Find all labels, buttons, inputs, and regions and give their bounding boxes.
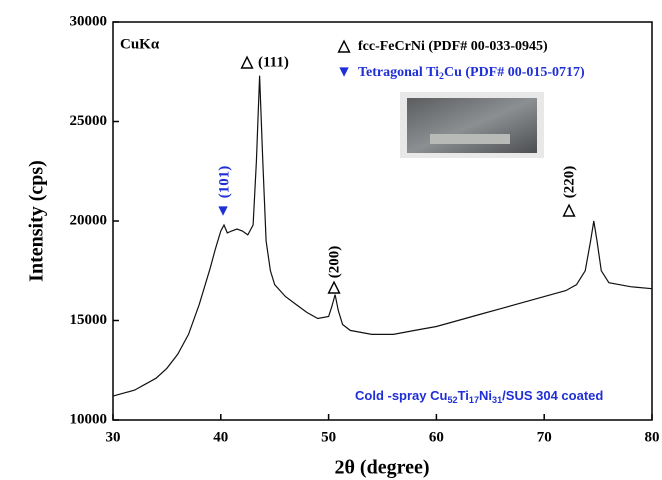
y-tick-label: 25000	[70, 113, 108, 129]
y-tick-label: 15000	[70, 312, 108, 328]
y-tick-label: 10000	[70, 411, 108, 427]
text-part: Ni	[479, 388, 492, 403]
y-tick-label: 30000	[70, 13, 108, 29]
subscript: 52	[447, 395, 457, 405]
plot-frame	[112, 21, 653, 421]
text-part: /SUS 304 coated	[502, 388, 603, 403]
peak-label: (101)	[216, 166, 232, 199]
text-part: Cu (PDF# 00-015-0717)	[444, 65, 585, 80]
peak-marker: △	[327, 279, 341, 296]
peak-marker: △	[562, 202, 576, 219]
x-tick-label: 50	[321, 429, 336, 445]
subscript: 17	[469, 395, 479, 405]
subscript: 2	[439, 71, 444, 82]
peak-label: (200)	[326, 246, 342, 279]
y-axis-label: Intensity (cps)	[26, 160, 48, 282]
text-part: Cold -spray Cu	[355, 388, 448, 403]
sample-label: Cold -spray Cu52Ti17Ni31/SUS 304 coated	[355, 388, 603, 405]
x-tick-label: 70	[537, 429, 552, 445]
annotation: CuKα	[120, 36, 160, 52]
x-tick-label: 60	[429, 429, 444, 445]
peak-label: (220)	[561, 166, 577, 199]
legend: △ fcc-FeCrNi (PDF# 00-033-0945) ▼ Tetragona…	[336, 38, 585, 83]
subscript: 31	[492, 395, 502, 405]
text-part: fcc-FeCrNi (PDF# 00-033-0945)	[358, 39, 548, 54]
y-tick-label: 20000	[70, 212, 108, 228]
x-tick-label: 40	[213, 429, 228, 445]
legend-text: fcc-FeCrNi (PDF# 00-033-0945)	[358, 39, 548, 54]
x-tick-label: 80	[645, 429, 660, 445]
text-part: Tetragonal Ti	[358, 65, 439, 80]
legend-text: Tetragonal Ti2Cu (PDF# 00-015-0717)	[358, 65, 585, 82]
x-tick-label: 30	[106, 429, 121, 445]
data-line	[112, 75, 653, 397]
legend-marker: ▼	[336, 64, 352, 81]
inset-photo	[400, 92, 544, 158]
peak-marker: ▼	[215, 203, 231, 220]
peak-marker: △	[240, 54, 254, 71]
peak-label: (111)	[258, 54, 289, 70]
x-axis-label: 2θ (degree)	[334, 457, 429, 479]
text-part: Ti	[458, 388, 469, 403]
legend-marker: △	[337, 38, 351, 55]
